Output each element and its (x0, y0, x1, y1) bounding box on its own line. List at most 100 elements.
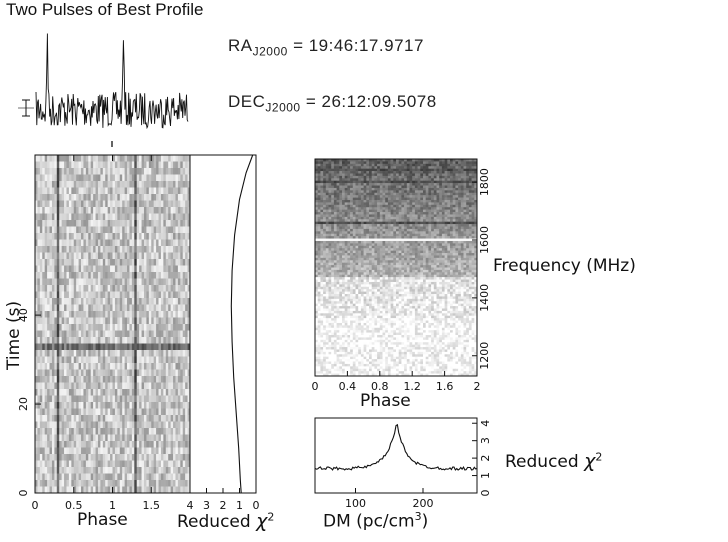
time-phase-cell (180, 356, 184, 364)
freq-phase-cell (431, 166, 435, 169)
time-phase-cell (47, 168, 50, 175)
time-phase-cell (47, 480, 50, 487)
freq-phase-cell (352, 163, 356, 167)
time-phase-cell (129, 447, 133, 455)
freq-phase-cell (328, 161, 332, 165)
time-phase-cell (35, 421, 38, 429)
time-phase-cell (47, 486, 50, 494)
time-phase-cell (180, 369, 184, 377)
time-phase-cell (110, 291, 113, 299)
time-phase-cell (35, 285, 38, 292)
time-phase-cell (158, 298, 162, 305)
time-phase-cell (44, 174, 48, 182)
time-phase-cell (146, 486, 150, 494)
freq-phase-cell (433, 183, 437, 186)
time-phase-cell (81, 233, 84, 240)
time-phase-cell (105, 285, 108, 292)
freq-phase-cell (328, 199, 332, 203)
time-phase-cell (168, 441, 171, 448)
freq-phase-cell (406, 163, 410, 167)
time-phase-cell (88, 460, 91, 468)
freq-phase-cell (466, 171, 470, 174)
time-phase-cell (127, 395, 130, 403)
time-phase-cell (168, 291, 171, 299)
freq-phase-cell (393, 178, 397, 181)
freq-phase-cell (436, 190, 440, 194)
freq-phase-cell (347, 175, 351, 179)
freq-phase-cell (436, 199, 440, 203)
time-phase-cell (73, 207, 77, 214)
time-phase-cell (163, 168, 167, 175)
time-phase-cell (187, 246, 191, 253)
time-phase-cell (76, 272, 79, 279)
freq-phase-cell (404, 199, 408, 203)
time-phase-cell (139, 441, 142, 448)
time-phase-cell (95, 447, 99, 455)
freq-phase-cell (385, 171, 389, 174)
freq-phase-cell (401, 216, 405, 220)
time-phase-cell (100, 447, 104, 455)
freq-phase-cell (414, 219, 418, 222)
time-phase-cell (168, 415, 171, 422)
freq-phase-cell (317, 187, 321, 191)
time-phase-cell (47, 304, 50, 312)
time-phase-cell (49, 324, 53, 331)
time-phase-cell (76, 350, 79, 357)
time-phase-cell (175, 454, 179, 461)
time-phase-cell (102, 265, 106, 273)
time-phase-cell (160, 187, 164, 195)
time-phase-cell (85, 356, 89, 364)
freq-phase-cell (371, 175, 375, 179)
time-phase-cell (88, 194, 91, 201)
time-phase-cell (153, 291, 157, 299)
time-phase-cell (71, 278, 75, 286)
time-phase-cell (129, 486, 133, 494)
time-phase-cell (76, 311, 79, 318)
time-phase-cell (85, 473, 89, 481)
freq-phase-cell (320, 202, 324, 206)
time-phase-cell (187, 408, 191, 416)
freq-phase-cell (339, 214, 343, 218)
freq-phase-cell (474, 173, 478, 177)
time-phase-cell (83, 233, 87, 240)
time-phase-cell (134, 402, 138, 409)
freq-phase-cell (393, 173, 397, 177)
time-phase-cell (61, 226, 65, 234)
time-phase-cell (182, 337, 186, 344)
time-phase-cell (151, 252, 154, 260)
time-phase-cell (56, 408, 60, 416)
freq-phase-cell (358, 180, 362, 184)
freq-phase-cell (417, 185, 421, 189)
time-phase-cell (93, 155, 96, 162)
freq-phase-cell (393, 180, 397, 184)
time-phase-cell (39, 304, 43, 312)
freq-phase-cell (350, 163, 354, 167)
time-phase-cell (51, 434, 55, 442)
freq-phase-cell (358, 168, 362, 172)
time-phase-cell (168, 350, 171, 357)
time-phase-cell (163, 486, 167, 494)
time-phase-cell (71, 259, 75, 266)
time-phase-cell (97, 473, 101, 481)
freq-phase-cell (471, 173, 475, 177)
time-phase-cell (180, 428, 184, 435)
time-phase-cell (35, 350, 38, 357)
freq-phase-cell (414, 175, 418, 179)
time-phase-cell (114, 233, 118, 240)
time-phase-cell (153, 187, 157, 195)
time-phase-cell (71, 369, 75, 377)
time-phase-cell (110, 233, 113, 240)
time-phase-cell (114, 187, 118, 195)
time-phase-cell (112, 330, 116, 338)
time-phase-cell (160, 402, 164, 409)
freq-phase-cell (325, 197, 329, 201)
time-phase-cell (95, 402, 99, 409)
time-phase-cell (124, 369, 128, 377)
time-phase-cell (131, 207, 135, 214)
freq-phase-cell (441, 219, 445, 222)
time-phase-cell (105, 161, 108, 169)
time-phase-cell (37, 480, 41, 487)
time-phase-cell (56, 272, 60, 279)
time-phase-cell (76, 194, 79, 201)
freq-phase-cell (390, 166, 394, 169)
